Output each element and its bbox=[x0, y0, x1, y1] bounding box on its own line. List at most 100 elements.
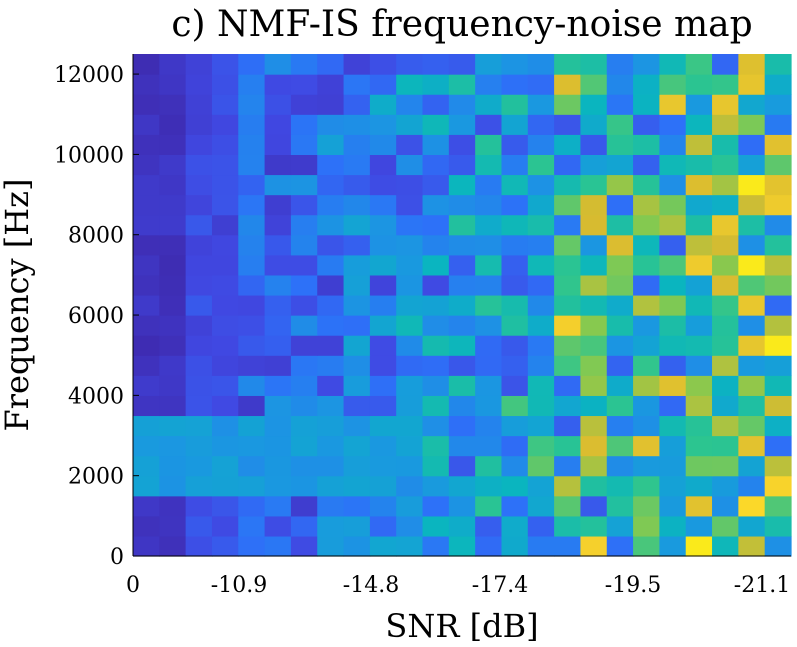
heatmap-cell bbox=[422, 495, 450, 517]
heatmap-cell bbox=[369, 495, 397, 517]
heatmap-cell bbox=[685, 315, 713, 336]
heatmap-cell bbox=[238, 315, 266, 336]
heatmap-cell bbox=[606, 415, 634, 437]
heatmap-cell bbox=[133, 274, 160, 296]
y-tick-label: 8000 bbox=[68, 224, 124, 249]
heatmap-cell bbox=[448, 294, 476, 316]
heatmap-cell bbox=[369, 355, 397, 376]
heatmap-cell bbox=[211, 415, 239, 437]
heatmap-cell bbox=[527, 375, 555, 396]
heatmap-cell bbox=[448, 435, 476, 457]
heatmap-cell bbox=[580, 495, 608, 517]
heatmap-cell bbox=[606, 435, 634, 457]
heatmap-cell bbox=[133, 415, 160, 437]
heatmap-cell bbox=[633, 455, 660, 477]
heatmap-cell bbox=[290, 535, 318, 557]
heatmap-cell bbox=[369, 535, 397, 557]
heatmap-cell bbox=[238, 114, 266, 135]
heatmap-cell bbox=[396, 74, 424, 95]
heatmap-cell bbox=[501, 355, 529, 376]
heatmap-cell bbox=[501, 274, 529, 296]
heatmap-cell bbox=[606, 375, 634, 396]
heatmap-cell bbox=[738, 515, 766, 537]
heatmap-cell bbox=[659, 234, 687, 256]
heatmap-cell bbox=[238, 134, 266, 155]
heatmap-cell bbox=[133, 395, 160, 417]
heatmap-cell bbox=[185, 234, 213, 256]
heatmap-cell bbox=[159, 495, 187, 517]
heatmap-cell bbox=[580, 355, 608, 376]
heatmap-cell bbox=[264, 535, 292, 557]
heatmap-cell bbox=[159, 355, 187, 376]
heatmap-cell bbox=[185, 154, 213, 176]
heatmap-cell bbox=[606, 134, 634, 155]
heatmap-cell bbox=[422, 214, 450, 236]
heatmap-cell bbox=[290, 294, 318, 316]
heatmap-cell bbox=[764, 74, 792, 95]
heatmap-cell bbox=[633, 214, 660, 236]
heatmap-cell bbox=[343, 515, 371, 537]
heatmap-cell bbox=[238, 54, 266, 75]
heatmap-cell bbox=[501, 254, 529, 276]
heatmap-cell bbox=[554, 274, 582, 296]
heatmap-cell bbox=[606, 395, 634, 417]
heatmap-cell bbox=[712, 335, 739, 356]
heatmap-cell bbox=[159, 274, 187, 296]
heatmap-cell bbox=[343, 415, 371, 437]
heatmap-cell bbox=[712, 375, 739, 396]
heatmap-cell bbox=[238, 254, 266, 276]
heatmap-cell bbox=[527, 535, 555, 557]
x-tick-label: -10.9 bbox=[211, 573, 267, 598]
heatmap-cell bbox=[343, 375, 371, 396]
heatmap-cell bbox=[527, 395, 555, 417]
heatmap-cell bbox=[738, 475, 766, 497]
heatmap-cell bbox=[685, 495, 713, 517]
heatmap-cell bbox=[475, 54, 503, 75]
heatmap-cell bbox=[238, 174, 266, 196]
heatmap-cell bbox=[606, 335, 634, 356]
heatmap-cell bbox=[264, 274, 292, 296]
heatmap-cell bbox=[159, 515, 187, 537]
heatmap-cell bbox=[633, 375, 660, 396]
heatmap-cell bbox=[659, 495, 687, 517]
heatmap-cell bbox=[290, 154, 318, 176]
heatmap-cell bbox=[659, 355, 687, 376]
heatmap-cell bbox=[448, 375, 476, 396]
heatmap-cell bbox=[527, 274, 555, 296]
heatmap-cell bbox=[448, 395, 476, 417]
heatmap-cell bbox=[211, 315, 239, 336]
heatmap-cell bbox=[738, 134, 766, 155]
heatmap-cell bbox=[527, 94, 555, 115]
heatmap-cell bbox=[317, 114, 345, 135]
heatmap-cell bbox=[369, 294, 397, 316]
heatmap-cell bbox=[238, 214, 266, 236]
heatmap-cell bbox=[396, 535, 424, 557]
heatmap-cell bbox=[685, 535, 713, 557]
heatmap-cell bbox=[133, 515, 160, 537]
heatmap-cell bbox=[211, 54, 239, 75]
heatmap-cell bbox=[185, 475, 213, 497]
heatmap-cell bbox=[738, 455, 766, 477]
heatmap-cell bbox=[475, 234, 503, 256]
heatmap-cell bbox=[317, 415, 345, 437]
heatmap-cell bbox=[659, 435, 687, 457]
heatmap-cell bbox=[369, 154, 397, 176]
heatmap-cell bbox=[475, 375, 503, 396]
heatmap-cell bbox=[712, 315, 739, 336]
heatmap-cell bbox=[659, 375, 687, 396]
heatmap-cell bbox=[475, 274, 503, 296]
heatmap-cell bbox=[317, 294, 345, 316]
heatmap-cell bbox=[185, 54, 213, 75]
heatmap-cell bbox=[501, 435, 529, 457]
heatmap-cell bbox=[317, 254, 345, 276]
heatmap-cell bbox=[475, 355, 503, 376]
heatmap-cell bbox=[369, 435, 397, 457]
heatmap-cell bbox=[606, 495, 634, 517]
heatmap-cell bbox=[264, 174, 292, 196]
heatmap-cell bbox=[712, 134, 739, 155]
heatmap-cell bbox=[343, 174, 371, 196]
heatmap-cell bbox=[659, 94, 687, 115]
heatmap-cell bbox=[185, 134, 213, 155]
heatmap-cell bbox=[448, 234, 476, 256]
heatmap-cell bbox=[369, 274, 397, 296]
